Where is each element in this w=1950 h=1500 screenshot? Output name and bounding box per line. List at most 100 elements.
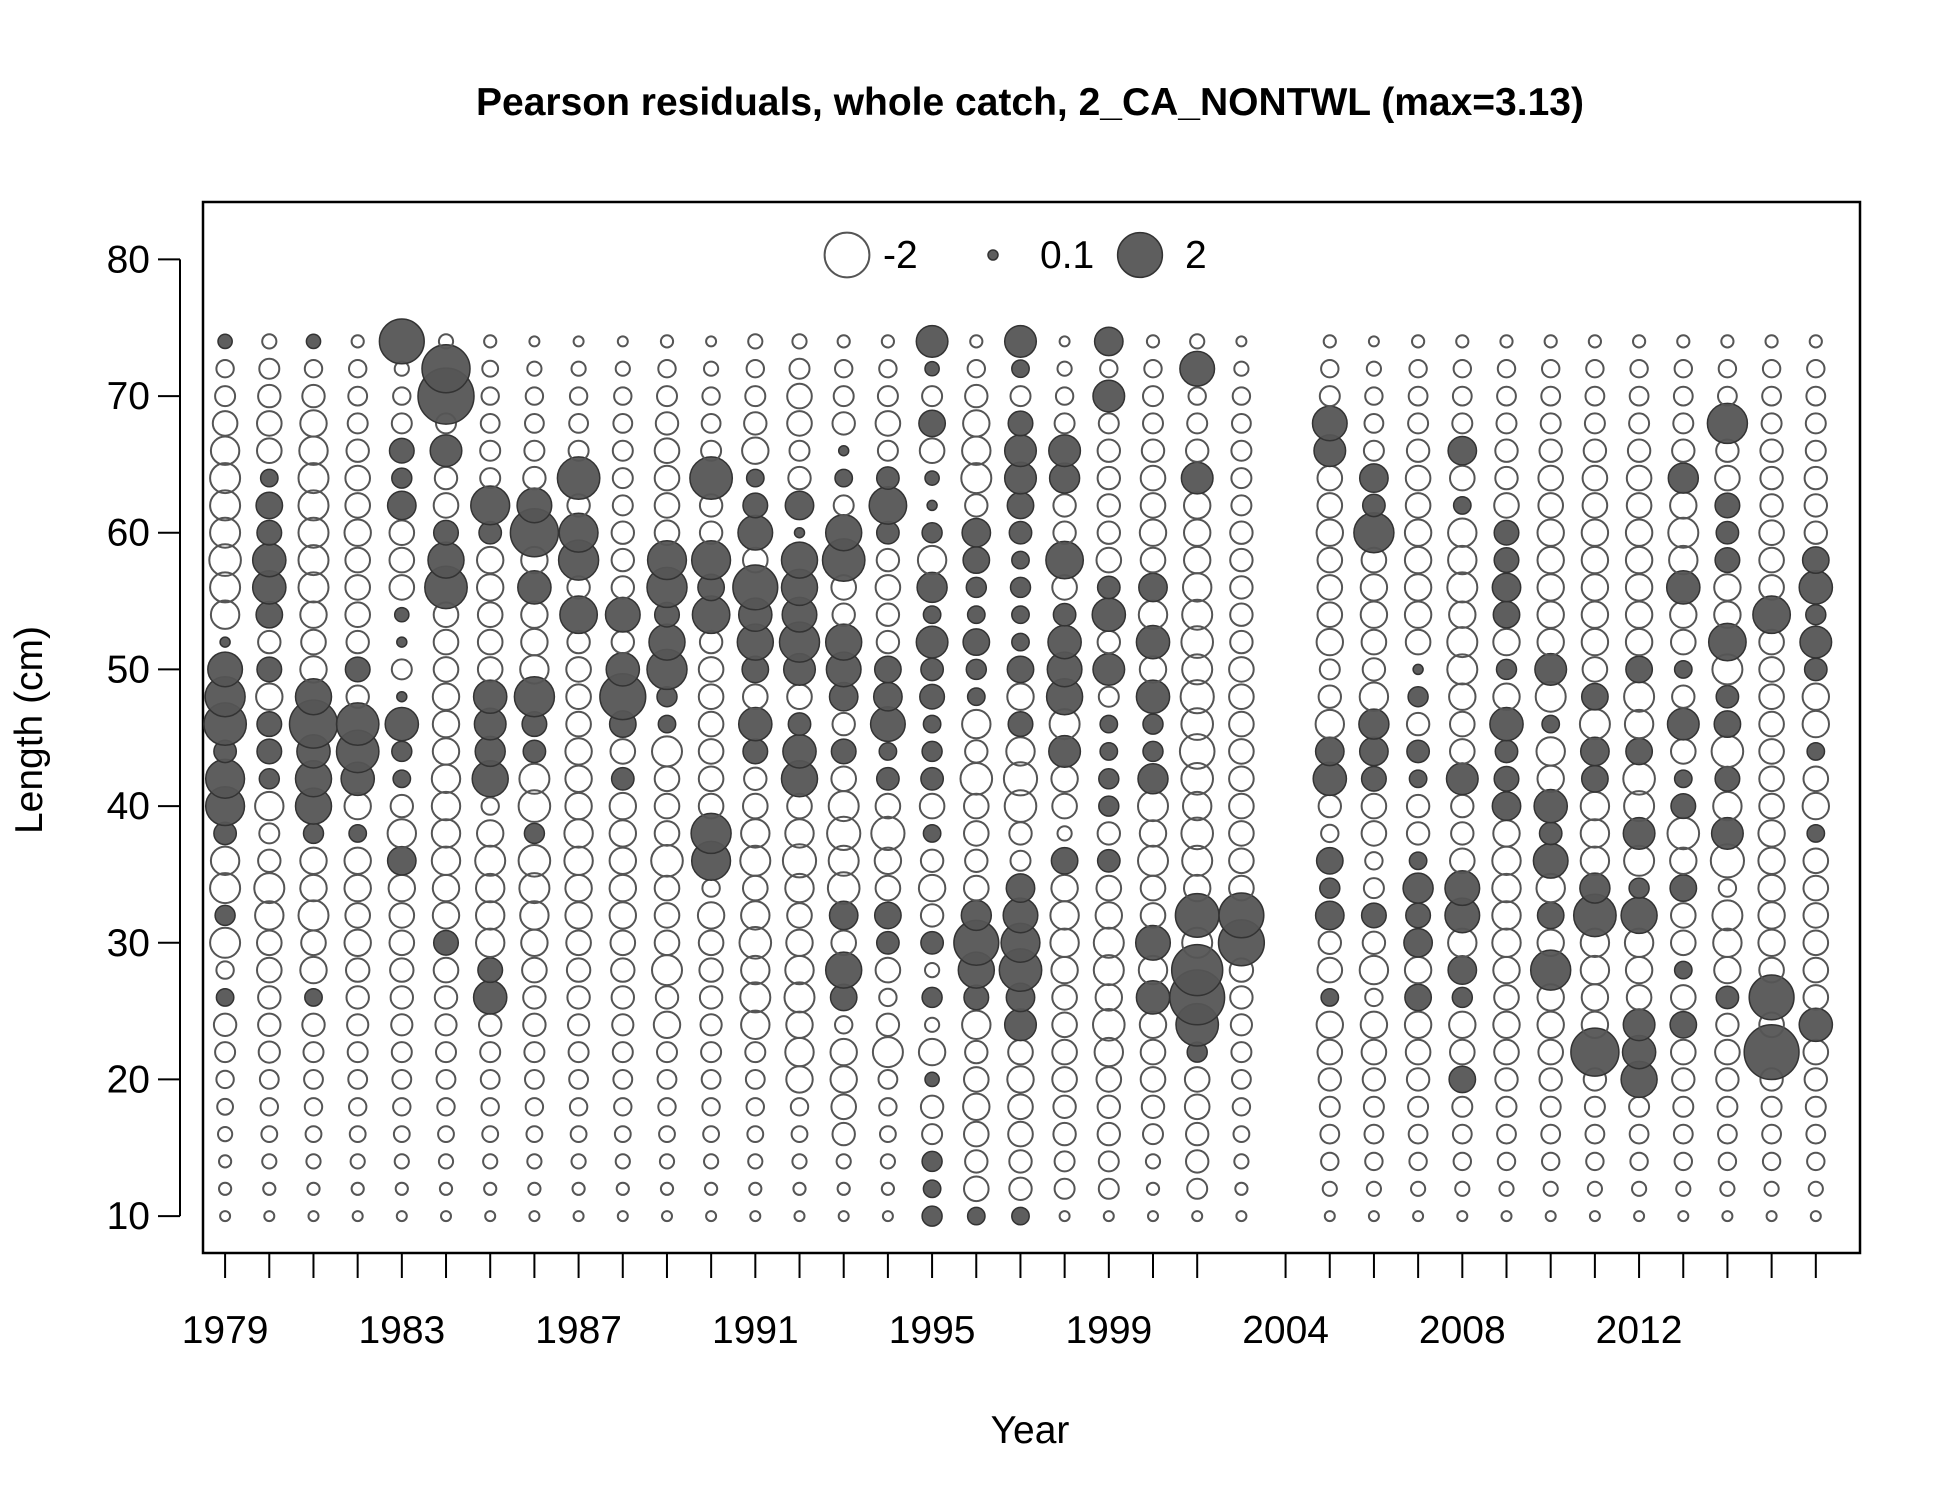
residual-bubble (1451, 1123, 1473, 1145)
residual-bubble (1360, 902, 1387, 929)
residual-bubble (1805, 1123, 1827, 1145)
residual-bubble (429, 434, 463, 468)
residual-bubble (1095, 546, 1123, 574)
residual-bubble (214, 1041, 237, 1064)
x-tick-label: 1987 (535, 1309, 622, 1352)
residual-bubble (564, 873, 593, 903)
residual-bubble (1405, 793, 1431, 819)
residual-bubble (646, 539, 688, 581)
residual-bubble (1716, 1095, 1739, 1118)
residual-bubble (208, 543, 242, 577)
residual-bubble (215, 1069, 235, 1090)
residual-bubble (1536, 573, 1565, 602)
residual-bubble (875, 766, 900, 791)
residual-bubble (609, 929, 637, 957)
residual-bubble (1185, 1149, 1210, 1174)
residual-bubble (697, 656, 725, 683)
residual-bubble (834, 468, 854, 488)
residual-bubble (786, 902, 813, 929)
residual-bubble (1803, 493, 1829, 518)
residual-bubble (299, 873, 328, 903)
residual-bubble (697, 738, 725, 765)
residual-bubble (1361, 1067, 1387, 1092)
residual-bubble (1050, 873, 1079, 903)
residual-bubble (1405, 902, 1432, 929)
residual-bubble (1405, 438, 1431, 463)
residual-bubble (1092, 926, 1125, 959)
residual-bubble (1491, 872, 1522, 904)
residual-bubble (430, 818, 462, 849)
residual-bubble (300, 628, 327, 656)
residual-bubble (1135, 980, 1171, 1015)
residual-bubble (1707, 622, 1747, 662)
residual-bubble (1492, 600, 1521, 629)
residual-bubble (653, 437, 681, 465)
residual-bubble (1058, 335, 1071, 348)
residual-bubble (254, 900, 285, 931)
residual-bubble (1098, 768, 1120, 790)
residual-bubble (1804, 439, 1827, 462)
residual-bubble (656, 385, 678, 408)
residual-bubble (1183, 491, 1212, 520)
residual-bubble (1536, 600, 1565, 629)
residual-bubble (517, 570, 552, 605)
residual-bubble (1005, 736, 1036, 767)
residual-bubble (1801, 546, 1830, 575)
residual-bubble (1540, 1123, 1562, 1145)
residual-bubble (784, 954, 815, 986)
residual-bubble (1316, 1038, 1344, 1066)
residual-bubble (259, 1097, 279, 1117)
residual-bubble (1449, 1038, 1476, 1066)
residual-bubble (608, 846, 637, 875)
residual-bubble (257, 383, 282, 409)
x-tick-label: 1995 (889, 1309, 976, 1352)
residual-bubble (430, 790, 462, 822)
residual-bubble (697, 710, 725, 738)
residual-bubble (1580, 627, 1610, 657)
residual-bubble (346, 412, 369, 435)
residual-bubble (1447, 517, 1478, 548)
residual-bubble (1758, 519, 1785, 547)
residual-bubble (1404, 983, 1433, 1012)
residual-bubble (1003, 1008, 1038, 1042)
residual-bubble (253, 872, 286, 905)
residual-bubble (568, 386, 589, 406)
residual-bubble (1407, 685, 1429, 708)
residual-bubble (610, 547, 635, 573)
residual-bubble (1801, 709, 1831, 739)
residual-bubble (1579, 872, 1611, 904)
residual-bubble (257, 1040, 281, 1064)
residual-bubble (1137, 844, 1169, 877)
residual-bubble (653, 464, 681, 492)
residual-bubble (520, 627, 549, 657)
residual-bubble (1806, 359, 1826, 379)
residual-bubble (1051, 1038, 1078, 1066)
residual-bubble (1542, 1180, 1559, 1197)
residual-bubble (256, 738, 283, 765)
residual-bubble (829, 1037, 858, 1067)
residual-bubble (1492, 1010, 1521, 1040)
residual-bubble (344, 574, 372, 601)
residual-bubble (875, 520, 900, 545)
residual-bubble (520, 600, 549, 629)
residual-bubble (791, 333, 808, 350)
residual-bubble (1096, 520, 1122, 545)
residual-bubble (659, 1181, 675, 1196)
residual-bubble (1446, 626, 1479, 659)
residual-bubble (1403, 518, 1433, 547)
residual-bubble (523, 1041, 546, 1064)
residual-bubble (299, 955, 328, 985)
residual-bubble (518, 872, 551, 905)
residual-bubble (482, 1153, 499, 1170)
residual-bubble (1007, 711, 1034, 738)
residual-bubble (1543, 334, 1558, 349)
residual-bubble (1095, 1066, 1123, 1093)
residual-bubble (1808, 334, 1823, 349)
residual-bubble (1491, 845, 1522, 876)
residual-bubble (567, 1013, 591, 1037)
residual-bubble (1500, 1210, 1513, 1223)
residual-bubble (612, 1069, 634, 1090)
residual-bubble (1229, 985, 1254, 1010)
residual-bubble (705, 335, 718, 348)
residual-bubble (966, 1206, 986, 1226)
